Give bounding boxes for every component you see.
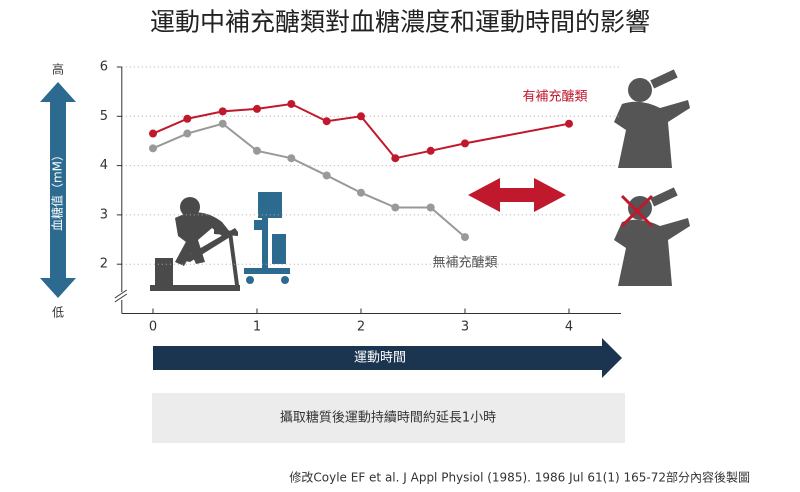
data-point [253,146,261,155]
cyclist-illustration [150,197,240,291]
data-point [218,107,227,116]
machine-illustration [244,192,290,284]
axis-break [114,293,128,303]
x-tick-label: 4 [565,320,573,335]
data-point [183,114,192,123]
data-point [149,144,157,153]
chart-title: 運動中補充醣類對血糖濃度和運動時間的影響 [150,8,650,37]
x-arrow [153,338,622,378]
data-point [461,139,469,148]
data-point [287,99,296,108]
y-tick-label: 6 [100,60,108,75]
data-point [357,112,365,121]
series-label: 無補充醣類 [432,255,497,271]
x-tick-label: 0 [149,320,157,335]
y-arrow [40,82,76,298]
x-axis-label: 運動時間 [354,351,406,366]
data-point [461,233,469,242]
data-point [391,203,400,212]
series-line [152,122,466,238]
data-point [218,119,227,128]
x-tick-label: 1 [253,320,261,335]
y-low: 低 [52,306,64,320]
data-point [426,203,435,212]
series-line [152,102,570,160]
non-drinker-illustration [614,187,690,286]
data-point [149,129,157,138]
cross-mark [620,194,654,228]
drinker-illustration [614,69,690,168]
data-point [426,146,435,155]
note: 攝取糖質後運動持續時間約延長1小時 [280,410,496,426]
data-point [391,154,400,163]
data-point [357,188,365,197]
y-tick-label: 3 [100,207,108,222]
data-point [565,119,573,128]
x-tick-label: 3 [461,320,469,335]
y-tick-label: 4 [100,158,108,173]
series-label: 有補充醣類 [522,89,587,105]
data-point [253,104,261,113]
data-point [322,117,331,126]
note-box [152,393,625,443]
y-tick-label: 5 [100,109,108,124]
x-tick-label: 2 [357,320,365,335]
y-tick-label: 2 [100,257,108,272]
data-point [322,171,331,180]
compare-arrow [468,178,566,212]
axis-break-gap [113,292,130,300]
axis-break [114,289,128,299]
data-point [183,129,192,138]
data-point [287,154,296,163]
y-axis-label: 血糖值（mM） [50,149,65,231]
y-high: 高 [52,62,64,77]
source: 修改Coyle EF et al. J Appl Physiol (1985).… [289,470,750,485]
